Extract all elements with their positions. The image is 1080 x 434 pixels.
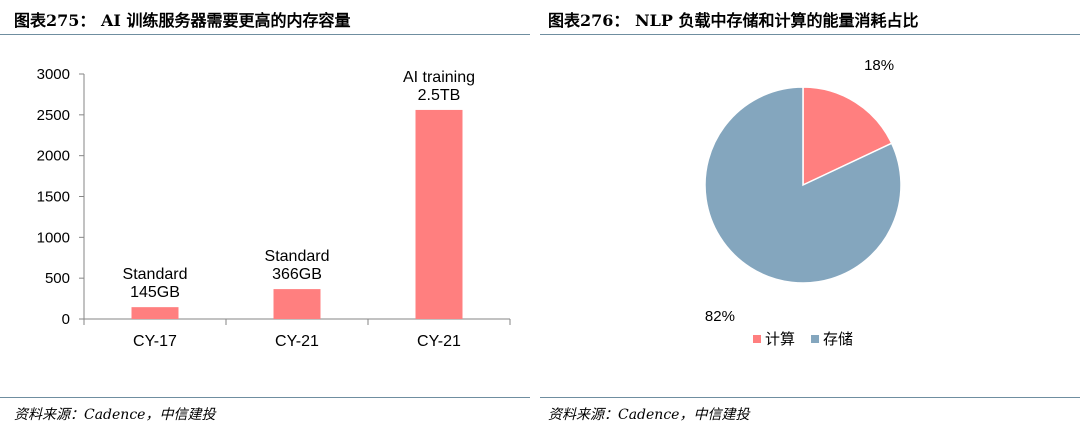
x-tick-label: CY-21 <box>275 333 319 350</box>
bottom-divider <box>540 397 1080 398</box>
legend-swatch <box>753 335 761 343</box>
bar-chart: 050010001500200025003000Standard145GBCY-… <box>37 66 511 350</box>
x-tick-label: CY-17 <box>133 333 177 350</box>
legend-label: 计算 <box>765 330 795 348</box>
top-divider <box>0 34 530 35</box>
pie-chart: 18% 82% 计算 存储 <box>704 57 902 348</box>
bar <box>415 109 463 319</box>
source-note: 资料来源：Cadence，中信建投 <box>14 407 216 423</box>
figure-title: 图表276： NLP 负载中存储和计算的能量消耗占比 <box>548 11 919 30</box>
data-label: 2.5TB <box>418 87 461 104</box>
left-figure-panel: 图表275： AI 训练服务器需要更高的内存容量 0 500 1000 1500 200… <box>0 0 530 434</box>
source-note: 资料来源：Cadence，中信建投 <box>548 407 750 423</box>
data-label: Standard <box>123 266 188 283</box>
data-label: 366GB <box>272 266 322 283</box>
pie-slice <box>704 86 902 284</box>
y-tick-label: 3000 <box>37 66 70 83</box>
y-tick-label: 2000 <box>37 148 70 165</box>
data-label: AI training <box>403 69 475 86</box>
bottom-divider <box>0 397 530 398</box>
slice-label: 18% <box>864 57 894 74</box>
pie-slice <box>802 86 893 187</box>
bar <box>131 307 179 319</box>
figure-title: 图表275： AI 训练服务器需要更高的内存容量 <box>14 11 351 30</box>
data-label: Standard <box>265 248 330 265</box>
bar <box>273 289 321 319</box>
legend-label: 存储 <box>823 331 853 348</box>
y-tick-label: 2500 <box>37 107 70 124</box>
top-divider <box>540 34 1080 35</box>
data-label: 145GB <box>130 284 180 301</box>
y-tick-label: 500 <box>45 270 70 287</box>
y-tick-label: 1000 <box>37 229 70 246</box>
right-figure-panel: 图表276： NLP 负载中存储和计算的能量消耗占比 18% 82% 计算 存储 资料… <box>540 0 1080 434</box>
x-tick-label: CY-21 <box>417 333 461 350</box>
legend-swatch <box>811 335 820 343</box>
slice-label: 82% <box>705 308 735 325</box>
y-tick-label: 0 <box>62 311 70 328</box>
y-tick-label: 1500 <box>37 189 70 206</box>
